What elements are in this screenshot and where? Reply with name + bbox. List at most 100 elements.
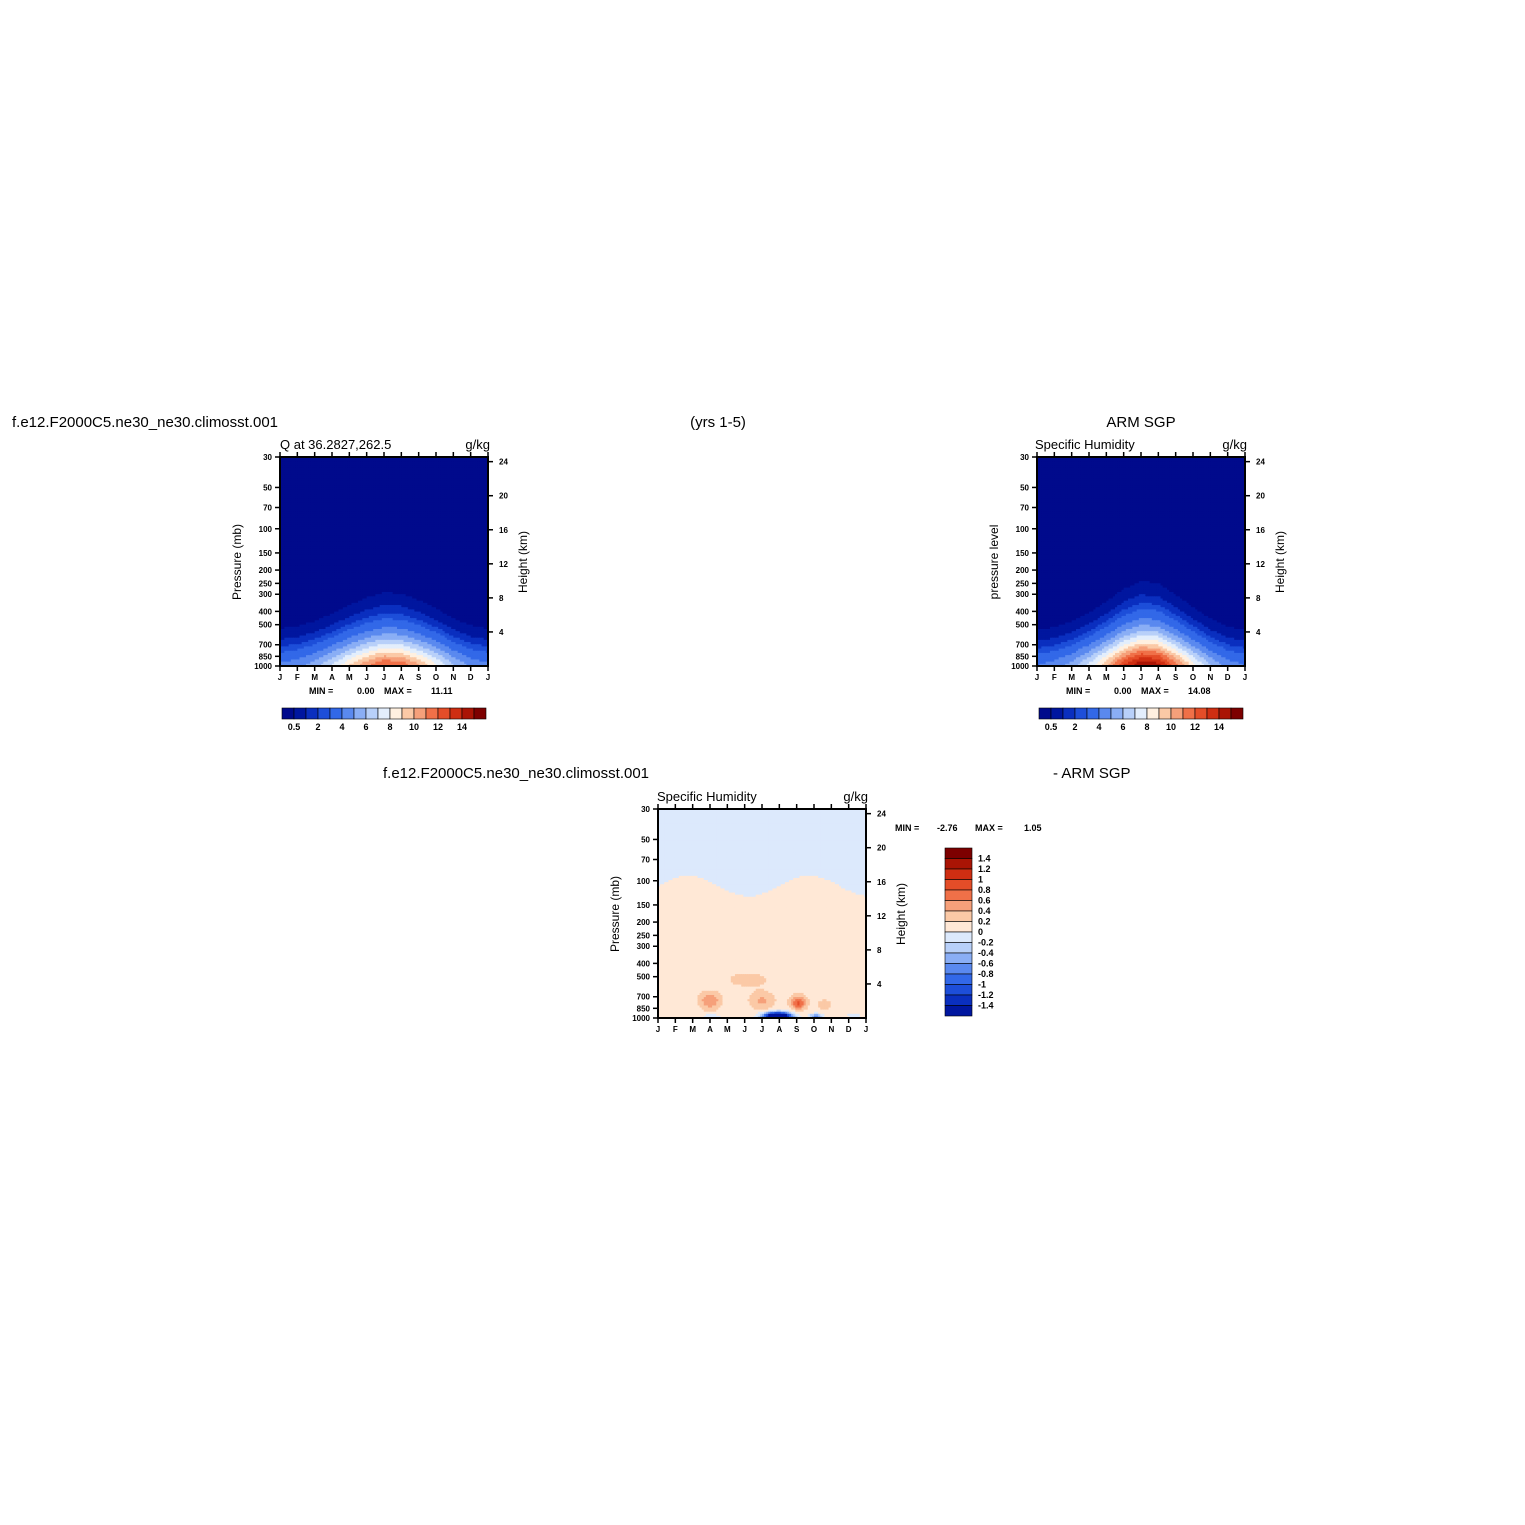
contour-cell	[414, 463, 418, 467]
contour-cell	[451, 485, 454, 489]
contour-cell	[373, 496, 376, 499]
contour-cell	[468, 467, 472, 471]
contour-cell	[431, 478, 435, 482]
contour-cell	[442, 487, 446, 491]
contour-cell	[399, 480, 402, 484]
contour-cell	[462, 478, 465, 482]
contour-cell	[433, 476, 437, 480]
contour-cell	[405, 515, 409, 519]
contour-cell	[414, 515, 418, 519]
contour-cell	[377, 515, 381, 519]
contour-cell	[479, 487, 483, 491]
contour-cell	[477, 502, 480, 506]
contour-cell	[451, 500, 454, 504]
contour-cell	[349, 507, 353, 510]
contour-cell	[308, 459, 311, 462]
contour-cell	[280, 509, 283, 513]
contour-cell	[284, 507, 288, 510]
contour-cell	[433, 483, 437, 486]
contour-cell	[301, 502, 305, 506]
contour-cell	[371, 494, 374, 497]
contour-cell	[314, 489, 318, 493]
contour-cell	[332, 502, 335, 506]
contour-cell	[401, 480, 405, 484]
contour-cell	[457, 467, 461, 471]
contour-cell	[438, 474, 441, 478]
contour-cell	[340, 509, 344, 513]
contour-cell	[416, 472, 420, 476]
contour-cell	[481, 472, 485, 476]
contour-cell	[403, 476, 407, 480]
contour-cell	[358, 491, 361, 495]
contour-cell	[388, 474, 392, 478]
contour-cell	[459, 480, 463, 484]
contour-cell	[392, 485, 396, 489]
contour-cell	[423, 511, 426, 515]
contour-cell	[457, 463, 461, 467]
contour-cell	[464, 496, 467, 499]
contour-cell	[351, 476, 355, 480]
contour-cell	[303, 478, 307, 482]
contour-cell	[449, 494, 452, 497]
contour-cell	[485, 507, 488, 510]
contour-cell	[381, 489, 385, 493]
contour-cell	[453, 489, 457, 493]
contour-cell	[427, 489, 431, 493]
contour-cell	[444, 513, 448, 517]
contour-cell	[464, 478, 467, 482]
contour-cell	[327, 474, 331, 478]
contour-cell	[353, 500, 357, 504]
contour-cell	[286, 494, 290, 497]
contour-cell	[366, 502, 370, 506]
contour-cell	[423, 480, 426, 484]
contour-cell	[381, 485, 385, 489]
contour-cell	[347, 461, 350, 465]
contour-cell	[308, 485, 311, 489]
contour-cell	[431, 480, 435, 484]
contour-cell	[342, 480, 346, 484]
contour-cell	[321, 463, 324, 467]
contour-cell	[295, 457, 298, 460]
contour-cell	[282, 483, 285, 486]
contour-cell	[431, 457, 435, 460]
contour-cell	[295, 504, 298, 508]
contour-cell	[360, 513, 363, 517]
contour-cell	[440, 504, 444, 508]
contour-cell	[457, 513, 461, 517]
contour-cell	[470, 513, 474, 517]
contour-cell	[423, 474, 426, 478]
contour-cell	[416, 494, 420, 497]
contour-cell	[412, 511, 415, 515]
contour-cell	[418, 496, 422, 499]
contour-cell	[314, 513, 318, 517]
contour-cell	[353, 509, 357, 513]
contour-cell	[379, 476, 383, 480]
contour-cell	[306, 511, 309, 515]
contour-cell	[338, 457, 342, 460]
contour-cell	[340, 480, 344, 484]
contour-cell	[316, 483, 320, 486]
contour-cell	[407, 470, 411, 473]
contour-cell	[340, 489, 344, 493]
contour-cell	[390, 472, 394, 476]
contour-cell	[371, 504, 374, 508]
diff-suffix-title: - ARM SGP	[1053, 765, 1131, 782]
contour-cell	[405, 459, 409, 462]
contour-cell	[321, 485, 324, 489]
contour-cell	[308, 502, 311, 506]
contour-cell	[308, 500, 311, 504]
contour-cell	[403, 515, 407, 519]
contour-cell	[446, 461, 450, 465]
contour-cell	[470, 502, 474, 506]
contour-cell	[423, 502, 426, 506]
contour-cell	[399, 491, 402, 495]
contour-cell	[325, 498, 329, 502]
contour-cell	[295, 487, 298, 491]
contour-cell	[414, 467, 418, 471]
contour-cell	[312, 502, 316, 506]
contour-cell	[290, 463, 294, 467]
contour-cell	[349, 476, 353, 480]
contour-cell	[306, 474, 309, 478]
contour-cell	[379, 472, 383, 476]
contour-cell	[412, 509, 415, 513]
